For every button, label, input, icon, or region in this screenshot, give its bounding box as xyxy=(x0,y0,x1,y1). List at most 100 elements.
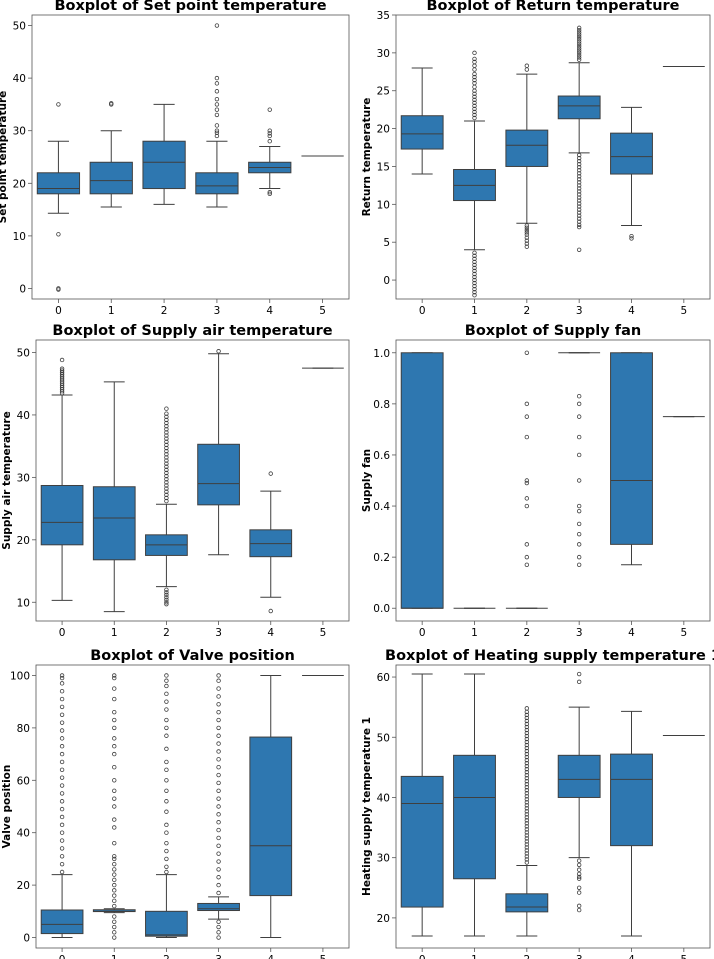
iqr-box xyxy=(505,893,549,913)
outlier-point xyxy=(59,854,65,859)
x-tick-label: 4 xyxy=(267,627,274,639)
x-tick-label: 5 xyxy=(320,627,327,639)
outlier-point xyxy=(164,746,169,752)
outlier-point xyxy=(472,50,477,56)
outlier-point xyxy=(576,219,582,224)
y-tick-label: 20 xyxy=(13,178,26,190)
outlier-point xyxy=(524,815,530,820)
outlier-point xyxy=(216,820,221,825)
x-tick-label: 4 xyxy=(628,305,635,317)
outlier-point xyxy=(524,718,530,724)
outlier-point xyxy=(112,903,117,909)
outlier-point xyxy=(576,46,582,51)
outlier-point xyxy=(164,822,169,828)
outlier-point xyxy=(576,216,582,221)
outlier-point xyxy=(576,414,582,419)
outlier-point xyxy=(164,587,169,592)
outlier-point xyxy=(576,204,582,209)
outlier-point xyxy=(59,869,65,875)
x-tick-label: 2 xyxy=(523,305,530,317)
box-0 xyxy=(40,673,84,939)
box-2 xyxy=(505,706,549,937)
outlier-point xyxy=(524,800,530,805)
box-4 xyxy=(610,710,653,937)
outlier-point xyxy=(576,862,582,868)
outlier-point xyxy=(56,102,61,107)
outlier-point xyxy=(59,791,65,796)
outlier-point xyxy=(576,168,582,173)
outlier-point xyxy=(164,592,169,597)
outlier-point xyxy=(524,854,530,859)
y-tick-label: 40 xyxy=(13,73,26,85)
box-0 xyxy=(400,673,444,937)
outlier-point xyxy=(472,256,477,262)
outlier-point xyxy=(576,180,582,185)
x-tick-label: 0 xyxy=(419,954,426,959)
outlier-point xyxy=(164,492,169,498)
outlier-point xyxy=(216,930,221,935)
outlier-point xyxy=(164,830,169,835)
outlier-point xyxy=(524,721,530,727)
outlier-point xyxy=(164,406,169,411)
iqr-box xyxy=(557,95,601,120)
outlier-point xyxy=(524,739,530,745)
outlier-point xyxy=(59,673,65,678)
outlier-point xyxy=(472,115,477,121)
outlier-point xyxy=(472,100,477,106)
outlier-point xyxy=(524,232,530,237)
outlier-point xyxy=(472,67,477,72)
outlier-point xyxy=(472,277,477,283)
outlier-point xyxy=(214,75,220,81)
iqr-box xyxy=(89,161,133,195)
outlier-point xyxy=(112,673,117,678)
x-tick-label: 1 xyxy=(111,627,118,639)
outlier-point xyxy=(267,139,272,144)
outlier-point xyxy=(59,744,65,749)
outlier-point xyxy=(112,744,117,749)
outlier-point xyxy=(267,133,272,139)
box-4 xyxy=(249,674,293,939)
y-tick-label: 50 xyxy=(13,21,26,33)
x-tick-label: 3 xyxy=(576,305,583,317)
chart-panel-1: Boxplot of Return temperature Return temp… xyxy=(361,0,711,317)
y-axis-label: Supply air temperature xyxy=(1,411,13,549)
outlier-point xyxy=(216,741,221,746)
outlier-point xyxy=(164,458,169,463)
outlier-point xyxy=(164,414,169,420)
outlier-point xyxy=(524,724,530,730)
outlier-point xyxy=(164,461,169,466)
outlier-point xyxy=(576,177,582,182)
box-1 xyxy=(92,381,136,613)
outlier-point xyxy=(524,791,530,796)
x-tick-label: 2 xyxy=(163,954,170,959)
outlier-point xyxy=(112,914,117,919)
y-axis-label: Supply fan xyxy=(361,449,373,512)
y-tick-label: 0.2 xyxy=(373,552,390,564)
outlier-point xyxy=(164,427,169,432)
outlier-point xyxy=(112,764,117,770)
x-tick-label: 5 xyxy=(319,305,326,317)
outlier-point xyxy=(524,751,530,757)
x-tick-label: 1 xyxy=(471,954,478,959)
outlier-point xyxy=(164,498,169,504)
outlier-point xyxy=(216,875,221,880)
y-tick-label: 20 xyxy=(377,913,390,925)
outlier-point xyxy=(472,88,477,93)
outlier-point xyxy=(524,824,530,829)
outlier-point xyxy=(59,775,65,780)
outlier-point xyxy=(112,882,117,888)
x-tick-label: 3 xyxy=(214,305,221,317)
iqr-box xyxy=(40,484,84,546)
outlier-point xyxy=(216,843,221,849)
outlier-point xyxy=(112,804,117,809)
outlier-point xyxy=(164,848,169,854)
iqr-box xyxy=(249,736,293,897)
outlier-point xyxy=(56,232,61,237)
iqr-box xyxy=(610,352,653,545)
outlier-point xyxy=(524,763,530,769)
outlier-point xyxy=(164,707,169,712)
iqr-box xyxy=(36,172,81,195)
outlier-point xyxy=(216,924,221,930)
outlier-point xyxy=(59,704,65,710)
